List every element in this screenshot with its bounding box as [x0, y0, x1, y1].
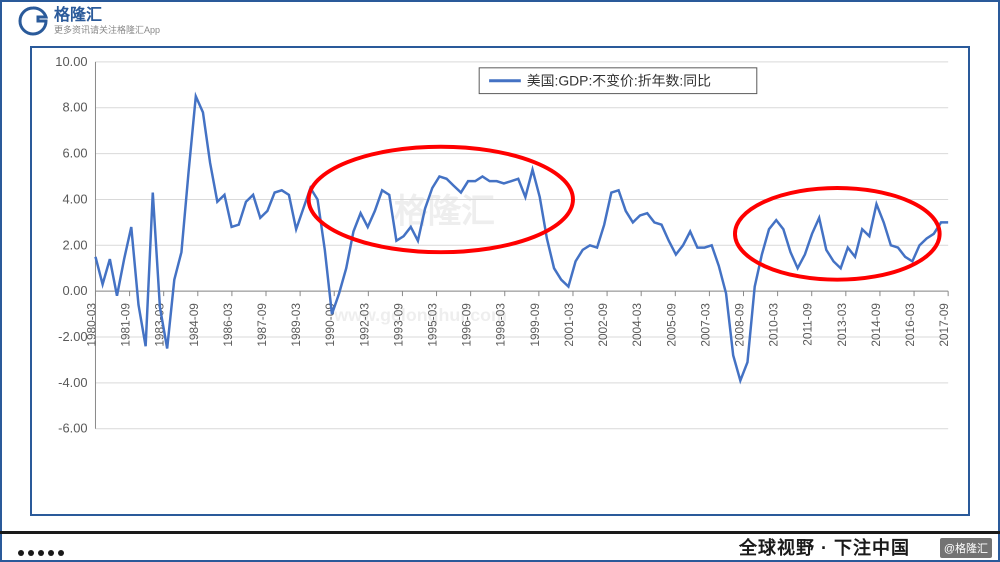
x-tick-label: 2014-09 — [869, 303, 883, 347]
y-tick-label: -2.00 — [58, 329, 87, 344]
brand-logo — [18, 6, 48, 36]
x-tick-label: 1980-03 — [84, 303, 98, 347]
x-tick-label: 1986-03 — [221, 303, 235, 347]
footer-slogan: 全球视野 · 下注中国 — [739, 534, 910, 560]
x-tick-label: 1999-09 — [528, 303, 542, 347]
x-tick-label: 2004-03 — [630, 303, 644, 347]
x-tick-label: 1981-09 — [119, 303, 133, 347]
x-tick-label: 2010-03 — [767, 303, 781, 347]
x-tick-label: 2001-03 — [562, 303, 576, 347]
x-tick-label: 2007-03 — [698, 303, 712, 347]
line-chart: 格隆汇www.gelonghui.com-6.00-4.00-2.000.002… — [32, 48, 968, 514]
y-tick-label: 10.00 — [55, 54, 87, 69]
y-tick-label: 2.00 — [62, 237, 87, 252]
footer: 全球视野 · 下注中国 @格隆汇 — [0, 534, 1000, 562]
chart-container: 格隆汇www.gelonghui.com-6.00-4.00-2.000.002… — [30, 46, 970, 516]
x-tick-label: 2002-09 — [596, 303, 610, 347]
x-tick-label: 1998-03 — [494, 303, 508, 347]
x-tick-label: 2017-09 — [937, 303, 951, 347]
x-tick-label: 2008-09 — [733, 303, 747, 347]
x-tick-label: 2016-03 — [903, 303, 917, 347]
x-tick-label: 2013-03 — [835, 303, 849, 347]
x-tick-label: 2011-09 — [801, 303, 815, 346]
x-tick-label: 1989-03 — [289, 303, 303, 347]
y-tick-label: 0.00 — [62, 283, 87, 298]
footer-dots-icon — [18, 550, 64, 556]
x-tick-label: 1995-03 — [426, 303, 440, 347]
brand-header: 格隆汇 更多资讯请关注格隆汇App — [18, 6, 160, 36]
y-tick-label: 6.00 — [62, 146, 87, 161]
footer-watermark: @格隆汇 — [940, 538, 992, 558]
chart-watermark: 格隆汇 — [394, 192, 495, 230]
x-tick-label: 1992-03 — [357, 303, 371, 347]
x-tick-label: 1993-09 — [391, 303, 405, 347]
x-tick-label: 1984-09 — [187, 303, 201, 347]
brand-name: 格隆汇 — [54, 8, 160, 24]
legend-label: 美国:GDP:不变价:折年数:同比 — [527, 73, 711, 89]
y-tick-label: -4.00 — [58, 375, 87, 390]
brand-tagline: 更多资讯请关注格隆汇App — [54, 26, 160, 35]
x-tick-label: 2005-09 — [664, 303, 678, 347]
x-tick-label: 1996-09 — [460, 303, 474, 347]
y-tick-label: -6.00 — [58, 421, 87, 436]
x-tick-label: 1987-09 — [255, 303, 269, 347]
y-tick-label: 4.00 — [62, 191, 87, 206]
y-tick-label: 8.00 — [62, 100, 87, 115]
